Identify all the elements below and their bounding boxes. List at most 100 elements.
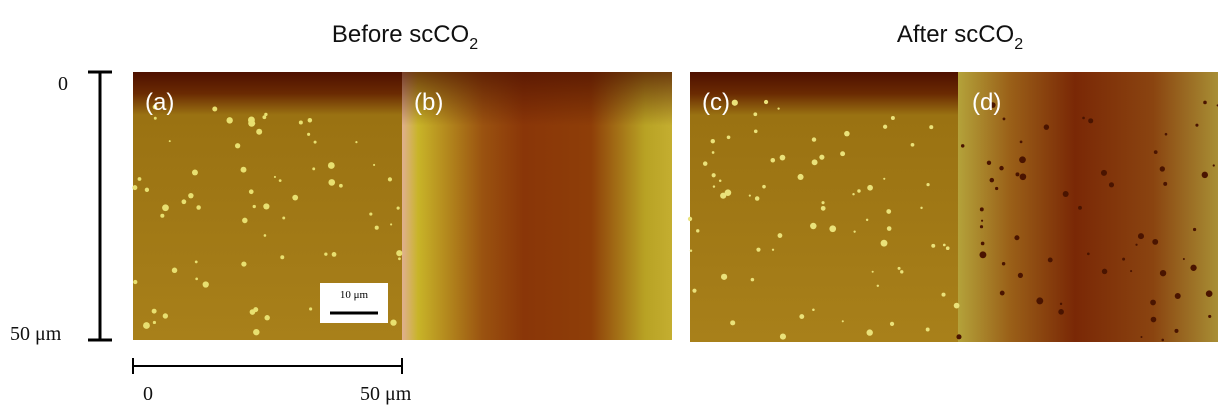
particle — [1150, 300, 1156, 306]
particle — [162, 204, 169, 211]
particle — [751, 278, 755, 282]
particle — [1193, 228, 1196, 231]
particle — [712, 151, 715, 154]
particle — [692, 289, 696, 293]
particle — [881, 240, 888, 247]
particle — [203, 281, 209, 287]
particle — [154, 117, 157, 120]
particle — [1003, 118, 1006, 121]
particle — [1016, 172, 1020, 176]
particle — [1202, 172, 1208, 178]
particle — [1163, 182, 1167, 186]
particle — [749, 195, 751, 197]
particle — [398, 257, 401, 260]
particle — [799, 314, 804, 319]
particle — [396, 250, 402, 256]
particle — [241, 167, 247, 173]
particle — [324, 252, 327, 255]
title: Before scCO2 — [332, 21, 478, 53]
particle — [911, 143, 915, 147]
particle — [1160, 270, 1166, 276]
axis-label: 0 — [143, 383, 153, 405]
particle — [1135, 244, 1137, 246]
particle — [842, 320, 844, 322]
particle — [857, 189, 860, 192]
particle — [1152, 239, 1158, 245]
particle — [388, 177, 392, 181]
particle — [248, 117, 255, 124]
particle — [711, 139, 715, 143]
particle — [1101, 170, 1107, 176]
particle — [308, 118, 312, 122]
particle — [890, 322, 894, 326]
scale-label: 10 μm — [340, 289, 369, 301]
particle — [1160, 166, 1165, 171]
particle — [152, 309, 157, 314]
particle — [1044, 124, 1049, 129]
particle — [375, 226, 379, 230]
particle — [138, 177, 142, 181]
particle — [753, 112, 757, 116]
particle — [995, 187, 998, 190]
particle — [920, 207, 922, 209]
particle — [1183, 258, 1185, 260]
particle — [1078, 206, 1082, 210]
particle — [956, 334, 961, 339]
particle — [999, 166, 1003, 170]
particle — [867, 329, 873, 335]
particle — [172, 268, 177, 273]
particle — [852, 193, 854, 195]
particle — [1102, 269, 1107, 274]
particle — [1190, 265, 1196, 271]
particle — [762, 185, 766, 189]
particle — [1000, 291, 1005, 296]
particle — [1195, 124, 1198, 127]
particle — [780, 155, 786, 161]
particle — [397, 206, 400, 209]
particle — [196, 205, 201, 210]
particle — [926, 183, 929, 186]
particle — [328, 179, 335, 186]
axis-label: 0 — [58, 73, 68, 95]
particle — [979, 251, 986, 258]
particle — [821, 201, 824, 204]
particle — [153, 321, 156, 324]
particle — [390, 319, 396, 325]
particle — [688, 217, 692, 221]
axis-label: 50 μm — [10, 323, 62, 345]
title-sub: 2 — [1014, 36, 1023, 53]
particle — [732, 100, 738, 106]
particle — [226, 117, 232, 123]
particle — [772, 249, 774, 251]
particle — [778, 233, 783, 238]
particle — [264, 315, 269, 320]
particle — [192, 169, 198, 175]
particle — [1161, 339, 1164, 342]
particle — [943, 244, 946, 247]
particle — [981, 220, 983, 222]
panel-label: (a) — [145, 89, 174, 116]
particle — [990, 178, 995, 183]
particle — [926, 328, 930, 332]
particle — [703, 161, 707, 165]
particle — [961, 144, 964, 147]
particle — [764, 100, 768, 104]
particle — [1014, 235, 1019, 240]
particle — [355, 141, 357, 143]
particle — [886, 209, 891, 214]
particle — [1140, 336, 1142, 338]
particle — [725, 189, 732, 196]
particle — [1002, 262, 1005, 265]
particle — [754, 129, 758, 133]
particle — [314, 141, 317, 144]
particle — [1122, 258, 1125, 261]
particle — [812, 137, 816, 141]
particle — [954, 303, 960, 309]
particle — [1213, 164, 1215, 166]
particle — [1063, 191, 1069, 197]
particle — [262, 115, 266, 119]
particle — [195, 278, 198, 281]
particle — [282, 217, 285, 220]
title: After scCO2 — [897, 21, 1023, 53]
particle — [1165, 133, 1168, 136]
